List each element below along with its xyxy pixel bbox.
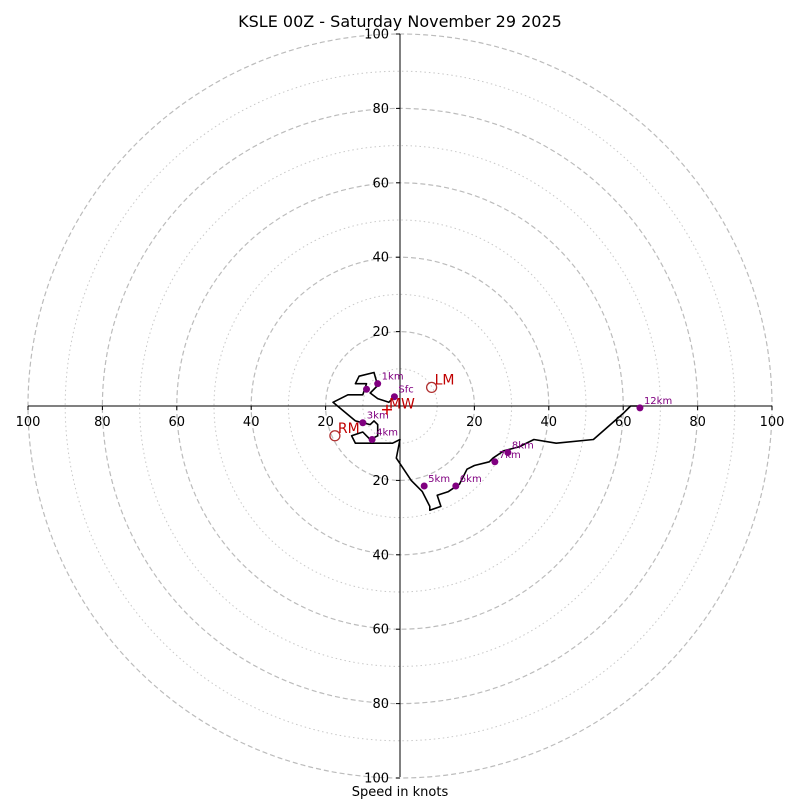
height-marker-label: 3km [367,411,389,422]
height-marker-label: Sfc [398,385,413,396]
height-marker-dot [504,449,512,456]
x-tick-label: 60 [169,415,186,430]
height-marker-dot [363,385,371,393]
height-marker-label: 12km [644,396,672,407]
x-tick-label: 40 [541,415,558,430]
height-marker-dot [374,380,382,388]
height-marker-dot [452,482,460,490]
height-marker-dot [359,419,367,427]
height-marker-label: 8km [512,441,534,452]
x-tick-label: 80 [94,415,111,430]
height-marker-label: 1km [382,372,404,383]
x-axis-label: Speed in knots [352,785,449,800]
y-tick-label: 40 [372,548,389,563]
y-tick-label: 80 [372,697,389,712]
height-marker-dot [636,404,644,412]
y-tick-label: 80 [372,102,389,117]
x-tick-label: 100 [16,415,41,430]
x-tick-label: 60 [615,415,632,430]
height-marker-dot [491,458,499,466]
mean-wind-label: MW [389,397,415,413]
y-tick-label: 60 [372,176,389,191]
x-tick-label: 40 [243,415,260,430]
height-marker-label: 6km [460,474,482,485]
y-tick-label: 40 [372,251,389,266]
x-tick-label: 100 [760,415,785,430]
chart-title: KSLE 00Z - Saturday November 29 2025 [238,12,562,31]
y-tick-label: 20 [372,325,389,340]
height-marker-label: 4km [376,427,398,438]
y-tick-label: 60 [372,623,389,638]
storm-motion-markers: LM RM MW [329,372,455,442]
x-tick-label: 80 [689,415,706,430]
storm-motion-label: LM [435,372,455,388]
height-markers: Sfc1km3km4km5km6km7km8km12km [359,372,672,490]
height-marker-dot [390,393,398,401]
tick-labels: 100 80 60 40 20 20 40 60 80 100 100 80 60 40 20 20 40 60 8… [16,28,785,787]
y-tick-label: 100 [364,772,389,787]
x-tick-label: 20 [317,415,334,430]
y-tick-label: 20 [372,474,389,489]
hodograph-line [332,371,639,512]
height-marker-dot [420,482,428,490]
height-marker-dot [368,435,376,443]
wind-profile-trace [332,371,639,512]
axes [28,34,772,777]
storm-motion-label: RM [338,421,360,437]
height-marker-label: 5km [428,474,450,485]
storm-motion-marker [425,381,438,394]
storm-motion-marker [329,430,341,442]
y-tick-label: 100 [364,28,389,43]
x-tick-label: 20 [466,415,483,430]
